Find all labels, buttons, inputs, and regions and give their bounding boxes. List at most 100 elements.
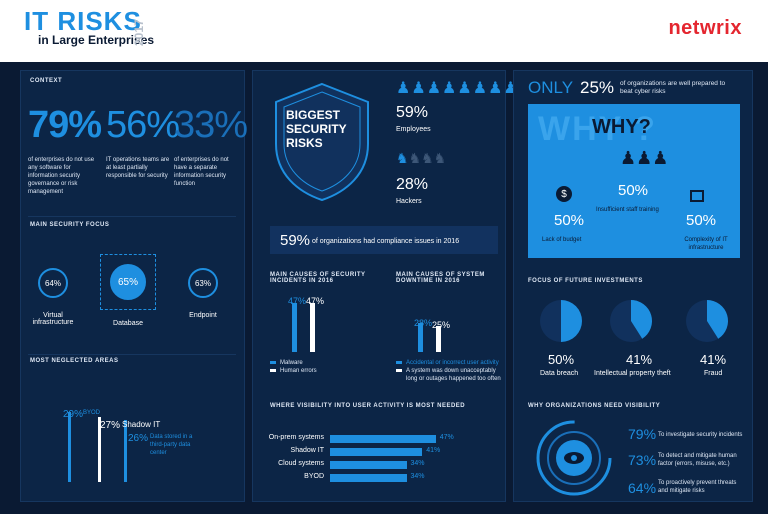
investment-label-2: Intellectual property theft: [594, 370, 671, 377]
investment-label-3: Fraud: [704, 370, 723, 377]
employees-icon-row: ♟♟♟♟♟♟♟♟♟♟: [396, 80, 550, 97]
context-text-3: of enterprises do not have a separate in…: [174, 157, 229, 187]
eye-target-icon: [536, 420, 612, 496]
visibility-row-label: On-prem systems: [268, 434, 324, 441]
why-pct-complexity: 50%: [686, 212, 717, 229]
server-icon: [690, 190, 704, 202]
compliance-text: of organizations had compliance issues i…: [312, 238, 460, 245]
focus-ring-endpoint: 63%: [188, 268, 218, 298]
focus-ring-database: 65%: [110, 264, 146, 300]
focus-pct: 63%: [194, 278, 211, 288]
need-text-3: To proactively prevent threats and mitig…: [658, 480, 737, 494]
page-title: IT RISKS: [24, 6, 142, 36]
visibility-row-pct: 47%: [439, 434, 454, 441]
context-stat-1: 79%: [28, 104, 102, 146]
visibility-row-bar: [330, 474, 407, 482]
hackers-label: Hackers: [396, 198, 422, 205]
staff-icon: ♟♟♟: [620, 148, 669, 168]
focus-label-database: Database: [113, 320, 143, 327]
only-text: of organizations are well prepared to be…: [620, 80, 726, 95]
why-title: WHY?: [592, 116, 651, 138]
why-watermark: WHY ?: [538, 110, 657, 148]
visibility-row-bar: [330, 461, 407, 469]
shield-icon: [275, 82, 369, 202]
investment-pct-3: 41%: [700, 352, 727, 367]
incidents-legend-2: Human errors: [280, 368, 317, 374]
pie-slice: [561, 300, 582, 342]
neglected-label-2: Shadow IT: [122, 420, 161, 429]
incidents-pct-2: 47%: [306, 296, 325, 306]
legend-swatch: [270, 361, 276, 364]
year-label: 2017: [132, 19, 146, 46]
investment-pie: [686, 300, 728, 342]
why-label-budget: Lack of budget: [542, 237, 582, 243]
downtime-bar-user: [418, 322, 423, 352]
need-text-1: To investigate security incidents: [658, 432, 743, 438]
focus-label-virtual: Virtual infrastructure: [32, 312, 74, 326]
neglected-pct-1: 29%: [63, 409, 84, 420]
why-box: [528, 104, 740, 258]
page-subtitle: in Large Enterprises: [38, 33, 155, 47]
brand-logo: netwrix: [668, 17, 742, 39]
why-pct-staff: 50%: [618, 182, 649, 199]
focus-pct: 64%: [44, 278, 61, 288]
visibility-row-pct: 34%: [410, 473, 425, 480]
context-stat-3: 33%: [174, 104, 248, 146]
downtime-pct-2: 25%: [432, 320, 451, 330]
focus-label-endpoint: Endpoint: [189, 312, 217, 319]
compliance-pct: 59%: [280, 232, 311, 249]
shield-label: BIGGEST SECURITY RISKS: [286, 108, 347, 150]
pie-slice: [631, 300, 652, 339]
need-pct-2: 73%: [628, 452, 657, 468]
investment-pct-1: 50%: [548, 352, 575, 367]
header-band: [0, 0, 768, 62]
middle-panel: [252, 70, 506, 502]
only-prefix: ONLY: [528, 78, 574, 97]
downtime-title: MAIN CAUSES OF SYSTEM DOWNTIME IN 2016: [396, 272, 485, 284]
compliance-box: [270, 226, 498, 254]
employees-pct: 59%: [396, 104, 429, 121]
neglected-title: MOST NEGLECTED AREAS: [30, 358, 119, 364]
need-pct-3: 64%: [628, 480, 657, 496]
downtime-legend-2: A system was down unacceptably long or o…: [406, 368, 501, 382]
neglected-pct-3: 26%: [128, 433, 149, 444]
incidents-pct-1: 47%: [288, 296, 307, 306]
need-title: WHY ORGANIZATIONS NEED VISIBILITY: [528, 403, 661, 409]
focus-frame: [100, 254, 156, 310]
investment-pie: [610, 300, 652, 342]
visibility-row-bar: [330, 435, 436, 443]
visibility-row-label: BYOD: [304, 473, 324, 480]
employees-label: Employees: [396, 126, 431, 133]
incidents-title: MAIN CAUSES OF SECURITY INCIDENTS IN 201…: [270, 272, 366, 284]
context-title: CONTEXT: [30, 78, 63, 84]
hackers-icon-row: ♞♞♞♞: [396, 150, 447, 166]
focus-title: MAIN SECURITY FOCUS: [30, 222, 110, 228]
dollar-icon: $: [556, 186, 572, 202]
legend-swatch: [396, 369, 402, 372]
incidents-bar-human: [310, 302, 315, 352]
pie-slice: [707, 300, 728, 339]
neglected-bar-thirdparty: [124, 419, 127, 482]
focus-ring-virtual: 64%: [38, 268, 68, 298]
visibility-row-pct: 41%: [426, 447, 441, 454]
neglected-pct-2: 27%: [100, 420, 121, 431]
legend-swatch: [396, 361, 402, 364]
visibility-row-pct: 34%: [410, 460, 425, 467]
context-text-1: of enterprises do not use any software f…: [28, 157, 95, 195]
legend-swatch: [270, 369, 276, 372]
need-pct-1: 79%: [628, 426, 657, 442]
divider: [28, 354, 236, 355]
visibility-row-label: Shadow IT: [290, 447, 324, 454]
incidents-legend-1: Malware: [280, 360, 303, 366]
neglected-bar-shadow: [98, 417, 101, 482]
downtime-bar-outage: [436, 325, 441, 352]
neglected-label-1: BYOD: [83, 410, 101, 416]
investment-pct-2: 41%: [626, 352, 653, 367]
incidents-bar-malware: [292, 302, 297, 352]
investment-pie: [540, 300, 582, 342]
focus-pct: 65%: [117, 276, 138, 288]
neglected-label-3: Data stored in a third-party data center: [150, 434, 193, 456]
downtime-legend-1: Accidental or incorrect user activity: [406, 360, 499, 366]
only-pct: 25%: [580, 78, 615, 97]
divider: [28, 216, 236, 217]
